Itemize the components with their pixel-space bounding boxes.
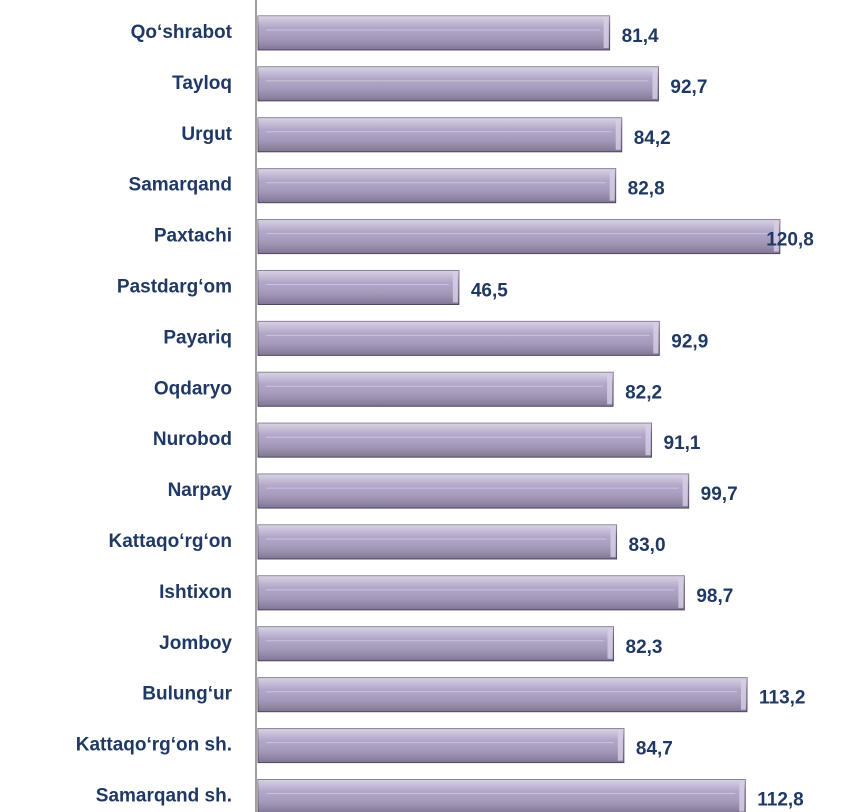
value-label: 92,7 bbox=[670, 77, 707, 98]
bar-bevel bbox=[607, 628, 613, 659]
bar-shade bbox=[258, 626, 614, 661]
bar-bevel bbox=[678, 577, 684, 608]
value-label: 82,3 bbox=[626, 637, 663, 658]
bar-bevel bbox=[740, 679, 746, 710]
bar-shade bbox=[258, 474, 689, 509]
category-label: Narpay bbox=[168, 480, 233, 501]
bar-shade bbox=[258, 423, 652, 458]
value-label: 82,2 bbox=[625, 382, 662, 403]
category-label: Bulung‘ur bbox=[142, 684, 232, 705]
category-label: Tayloq bbox=[172, 73, 232, 94]
category-label: Kattaqo‘rg‘on bbox=[109, 531, 233, 552]
bar-bevel bbox=[617, 730, 623, 761]
bar-shade bbox=[258, 117, 622, 152]
bar-shade bbox=[258, 66, 659, 101]
value-label: 81,4 bbox=[622, 26, 659, 47]
category-label: Jomboy bbox=[159, 633, 232, 654]
bar-bevel bbox=[739, 781, 745, 812]
value-label: 99,7 bbox=[701, 484, 738, 505]
bar-bevel bbox=[452, 272, 458, 303]
bar-bevel bbox=[682, 476, 688, 507]
value-label: 120,8 bbox=[766, 230, 814, 251]
bar-shade bbox=[258, 677, 747, 712]
value-label: 98,7 bbox=[696, 586, 733, 607]
bar-bevel bbox=[607, 374, 613, 405]
value-label: 112,8 bbox=[757, 790, 804, 811]
bar-shade bbox=[258, 16, 610, 50]
category-label: Nurobod bbox=[153, 429, 232, 450]
value-label: 92,9 bbox=[671, 331, 708, 352]
bar-bevel bbox=[603, 18, 609, 48]
category-label: Samarqand sh. bbox=[96, 786, 232, 807]
category-label: Paxtachi bbox=[154, 226, 232, 247]
value-label: 84,7 bbox=[636, 739, 673, 760]
bar-shade bbox=[258, 728, 624, 763]
bar-bevel bbox=[645, 425, 651, 456]
value-label: 46,5 bbox=[471, 281, 508, 302]
category-label: Urgut bbox=[181, 124, 232, 145]
bar-shade bbox=[258, 575, 685, 610]
bar-shade bbox=[258, 525, 617, 559]
bar-shade bbox=[258, 779, 746, 812]
category-label: Pastdarg‘om bbox=[117, 277, 232, 298]
category-label: Samarqand bbox=[129, 175, 232, 196]
bar-shade bbox=[258, 321, 660, 356]
bar-bevel bbox=[773, 221, 779, 252]
bar-bevel bbox=[615, 119, 621, 150]
value-label: 84,2 bbox=[634, 128, 671, 149]
category-label: Qo‘shrabot bbox=[131, 22, 233, 43]
category-label: Kattaqo‘rg‘on sh. bbox=[76, 735, 232, 756]
bar-shade bbox=[258, 168, 616, 203]
bar-shade bbox=[258, 372, 614, 407]
category-label: Ishtixon bbox=[159, 582, 232, 603]
value-label: 91,1 bbox=[664, 433, 701, 454]
bar-bevel bbox=[610, 527, 616, 557]
bar-shade bbox=[258, 219, 780, 254]
bar-shade bbox=[258, 270, 459, 305]
bar-bevel bbox=[653, 323, 659, 354]
bar-bevel bbox=[652, 68, 658, 99]
value-label: 83,0 bbox=[629, 535, 666, 556]
bar-bevel bbox=[609, 170, 615, 201]
value-label: 82,8 bbox=[628, 179, 665, 200]
category-label: Payariq bbox=[163, 327, 232, 348]
category-label: Oqdaryo bbox=[154, 378, 232, 399]
value-label: 113,2 bbox=[759, 688, 806, 709]
